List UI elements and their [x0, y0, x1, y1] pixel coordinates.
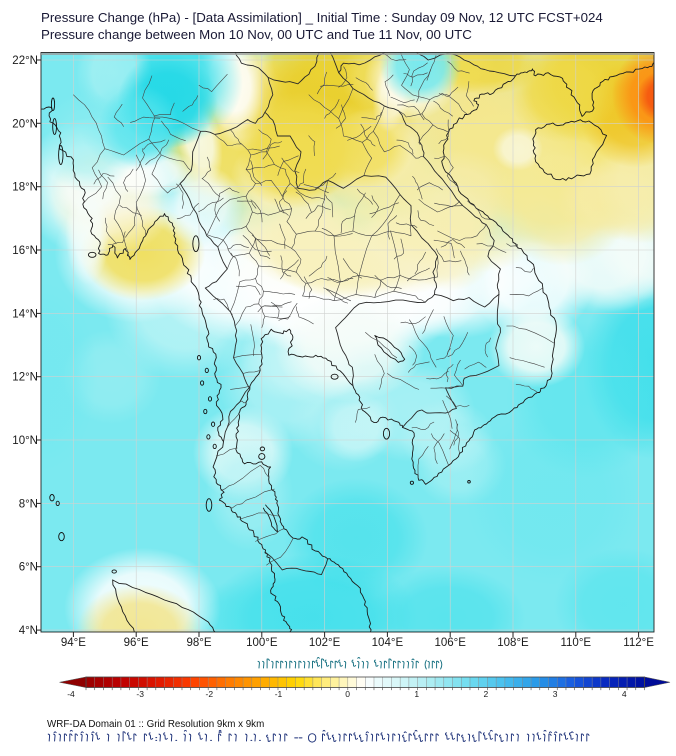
svg-text:112°E: 112°E	[623, 637, 654, 649]
svg-text:14°N: 14°N	[12, 308, 38, 320]
svg-text:12°N: 12°N	[12, 372, 38, 384]
svg-text:6°N: 6°N	[19, 562, 38, 574]
svg-text:100°E: 100°E	[246, 637, 278, 649]
svg-text:8°N: 8°N	[19, 498, 38, 510]
svg-text:0: 0	[345, 689, 350, 699]
svg-text:WRF-DA Domain 01 :: Grid Resol: WRF-DA Domain 01 :: Grid Resolution 9km …	[47, 719, 264, 730]
svg-text:-3: -3	[136, 689, 144, 699]
svg-text:108°E: 108°E	[497, 637, 529, 649]
svg-text:3: 3	[553, 689, 558, 699]
svg-text:16°N: 16°N	[12, 245, 38, 257]
svg-text:96°E: 96°E	[124, 637, 149, 649]
svg-text:18°N: 18°N	[12, 182, 38, 194]
svg-text:2: 2	[484, 689, 489, 699]
svg-text:-1: -1	[275, 689, 283, 699]
svg-text:102°E: 102°E	[309, 637, 341, 649]
svg-text:106°E: 106°E	[434, 637, 466, 649]
svg-text:4°N: 4°N	[19, 625, 38, 637]
svg-text:-2: -2	[206, 689, 214, 699]
svg-text:22°N: 22°N	[12, 55, 38, 67]
svg-text:-4: -4	[67, 689, 75, 699]
svg-text:110°E: 110°E	[560, 637, 591, 649]
svg-text:20°N: 20°N	[12, 118, 38, 130]
svg-text:1: 1	[414, 689, 419, 699]
svg-text:94°E: 94°E	[61, 637, 86, 649]
svg-text:4: 4	[622, 689, 627, 699]
svg-text:104°E: 104°E	[372, 637, 404, 649]
svg-text:98°E: 98°E	[186, 637, 211, 649]
svg-text:10°N: 10°N	[12, 435, 38, 447]
